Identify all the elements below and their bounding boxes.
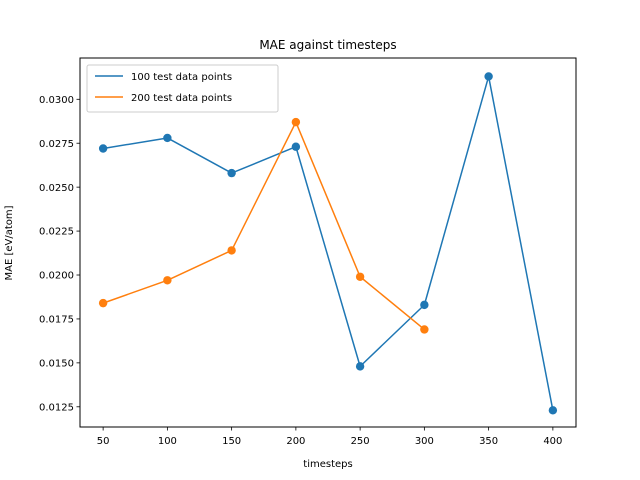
legend-label-200-test-data-points: 200 test data points [131,93,232,104]
y-tick-label: 0.0250 [39,183,74,194]
y-tick-label: 0.0300 [39,95,74,106]
data-point-series-0 [98,144,108,153]
x-tick-label: 400 [543,436,562,447]
x-tick-label: 50 [97,436,110,447]
x-tick-label: 300 [415,436,434,447]
y-axis: 0.0125 0.0150 0.0175 0.0200 0.0225 0.0250 0.02… [39,95,80,413]
y-tick-label: 0.0150 [39,358,74,369]
data-point-series-1 [98,298,108,308]
data-point-series-0 [420,300,429,310]
chart-title: MAE against timesteps [259,38,396,52]
data-point-series-0 [163,133,172,143]
y-tick-label: 0.0225 [39,227,74,238]
y-tick-label: 0.0200 [39,271,74,282]
y-tick-label: 0.0275 [39,139,74,150]
data-point-series-0 [355,362,365,371]
x-axis-title: timesteps [303,459,352,470]
y-tick-label: 0.0175 [39,315,74,326]
data-point-series-0 [291,142,301,151]
data-point-series-0 [548,406,558,415]
data-point-series-1 [355,272,365,281]
data-point-series-0 [227,168,236,178]
data-point-series-1 [291,117,301,127]
legend: 100 test data points 200 test data point… [86,64,279,113]
plot-frame [79,57,577,428]
series-line-1 [102,121,425,331]
data-point-series-0 [484,72,493,81]
x-tick-label: 250 [351,436,370,447]
data-point-series-1 [227,246,236,255]
x-tick-label: 100 [158,436,177,447]
y-tick-label: 0.0125 [39,402,74,413]
data-point-series-1 [420,325,429,334]
legend-frame [86,64,279,113]
data-point-series-1 [163,276,172,285]
x-tick-label: 150 [222,436,241,447]
plot-area [98,72,558,415]
x-tick-label: 350 [479,436,498,447]
x-axis: 50 100 150 200 250 300 350 400 [97,427,562,447]
series-line-0 [103,75,554,411]
y-axis-title: MAE [eV/atom] [4,205,15,280]
x-tick-label: 200 [286,436,305,447]
legend-label-100-test-data-points: 100 test data points [131,72,232,83]
